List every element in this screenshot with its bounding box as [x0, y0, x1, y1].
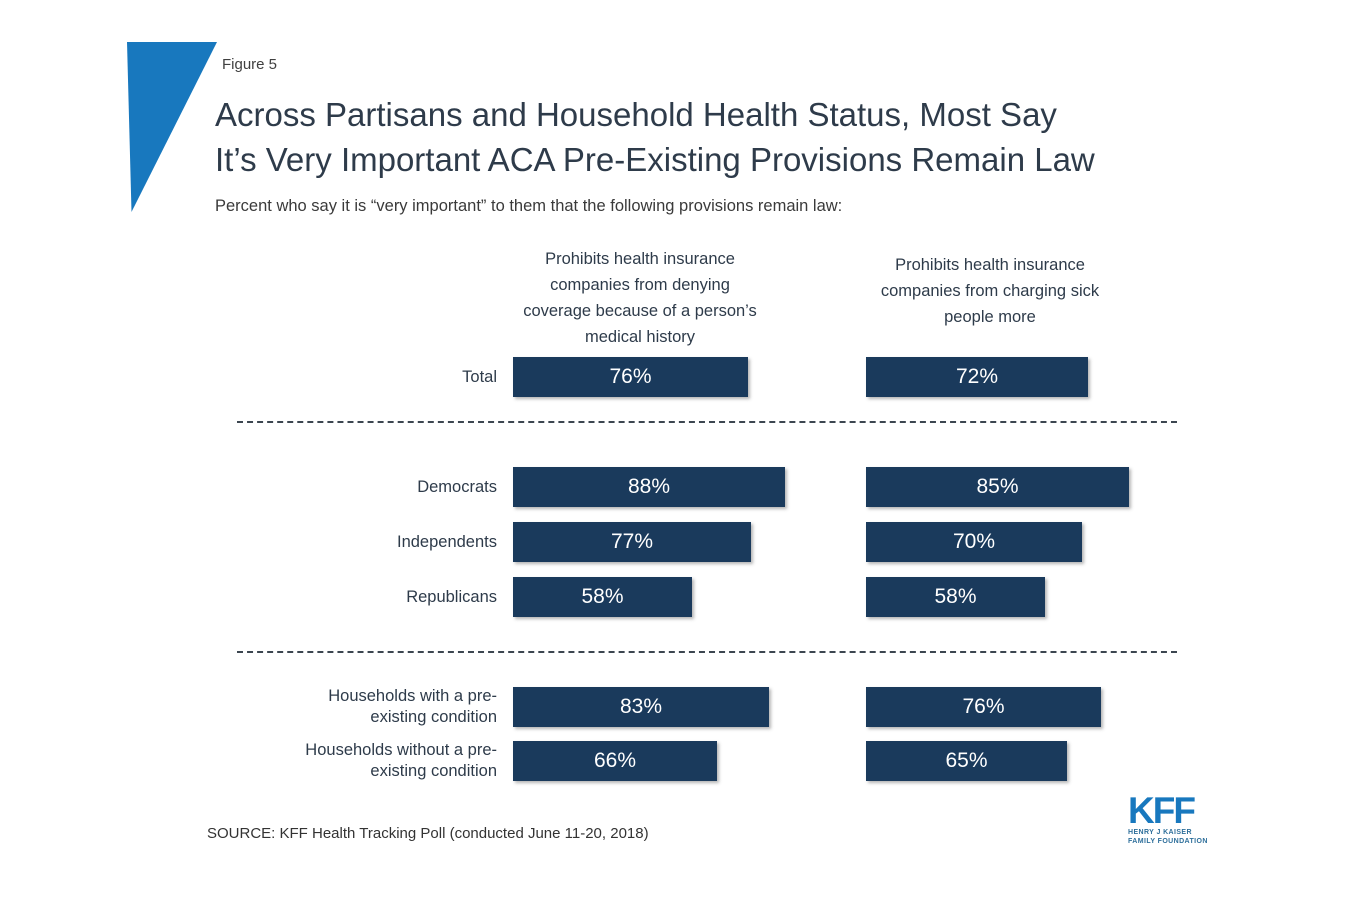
bar-value: 70% — [952, 530, 996, 553]
bar-value: 76% — [609, 365, 652, 388]
bar: 88% — [513, 467, 785, 507]
bar-value: 88% — [627, 475, 671, 498]
kff-logo-tagline-line1: HENRY J KAISER — [1128, 829, 1192, 836]
chart-subtitle: Percent who say it is “very important” t… — [215, 197, 843, 215]
bar-value: 77% — [610, 530, 654, 553]
kff-logo-text: KFF — [1128, 790, 1196, 831]
figure-label: Figure 5 — [222, 56, 278, 73]
chart-title-line1: Across Partisans and Household Health St… — [215, 96, 1057, 133]
bar: 58% — [513, 577, 692, 617]
bar: 70% — [866, 522, 1082, 562]
row-label: Households without a pre- existing condi… — [305, 741, 497, 780]
bar: 58% — [866, 577, 1045, 617]
kff-logo: KFF HENRY J KAISER FAMILY FOUNDATION — [1128, 790, 1218, 846]
bar: 65% — [866, 741, 1067, 781]
series-1-header: Prohibits health insurance companies fro… — [523, 250, 757, 346]
kff-logo-tagline-line2: FAMILY FOUNDATION — [1128, 837, 1208, 845]
bar: 76% — [866, 687, 1101, 727]
bar-value: 83% — [619, 695, 663, 718]
bar: 77% — [513, 522, 751, 562]
series-2-header: Prohibits health insurance companies fro… — [880, 256, 1100, 326]
source-note: SOURCE: KFF Health Tracking Poll (conduc… — [207, 825, 649, 842]
row-label: Democrats — [417, 477, 497, 496]
kff-accent-triangle-icon — [127, 42, 217, 212]
bar: 72% — [866, 357, 1088, 397]
section-divider — [237, 651, 1177, 653]
section-divider — [237, 421, 1177, 423]
bar-value: 76% — [962, 695, 1005, 718]
bar: 85% — [866, 467, 1129, 507]
bar: 83% — [513, 687, 769, 727]
bar-value: 72% — [955, 365, 999, 388]
bar-value: 65% — [945, 749, 988, 772]
row-label: Total — [462, 367, 497, 386]
chart-title-line2: It’s Very Important ACA Pre-Existing Pro… — [215, 141, 1095, 178]
bar-value: 85% — [976, 475, 1019, 498]
kff-logo-tagline: HENRY J KAISER FAMILY FOUNDATION — [1128, 829, 1218, 846]
bar-value: 58% — [934, 585, 977, 608]
bar-value: 58% — [581, 585, 624, 608]
row-label: Households with a pre- existing conditio… — [328, 687, 497, 726]
bar-value: 66% — [593, 749, 637, 772]
bar: 66% — [513, 741, 717, 781]
row-label: Independents — [396, 532, 497, 551]
chart-title: Across Partisans and Household Health St… — [215, 92, 1095, 182]
row-label: Republicans — [406, 587, 497, 606]
bar: 76% — [513, 357, 748, 397]
